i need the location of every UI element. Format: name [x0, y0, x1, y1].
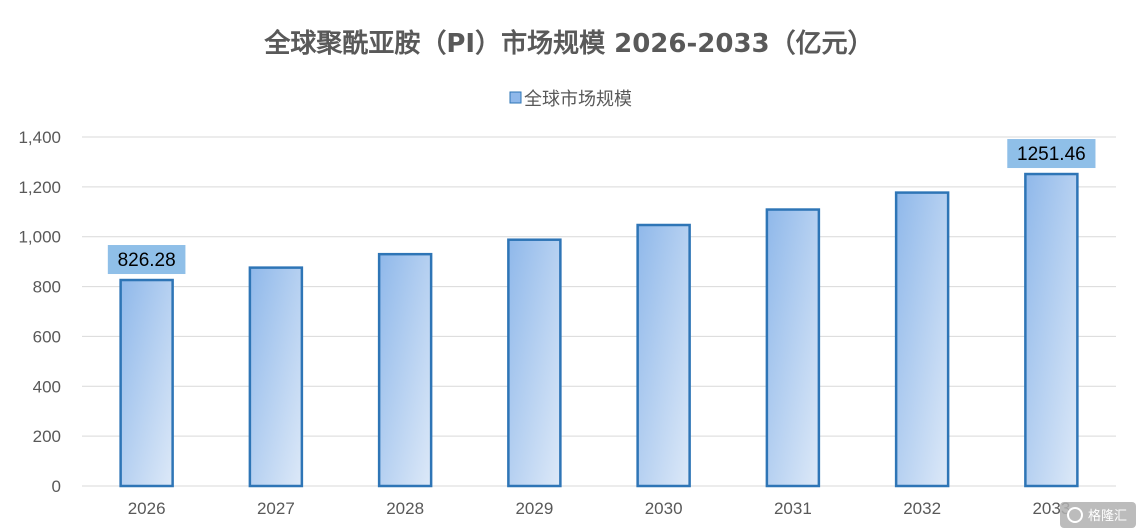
gelonghui-logo-icon	[1067, 507, 1083, 523]
bar	[765, 208, 821, 488]
bar	[636, 223, 691, 488]
bar	[1024, 172, 1079, 488]
bar	[248, 266, 304, 488]
x-tick-label: 2030	[645, 499, 683, 518]
x-tick-label: 2027	[257, 499, 295, 518]
data-label: 826.28	[107, 245, 186, 275]
watermark: 格隆汇	[1060, 502, 1136, 528]
bar	[119, 278, 174, 488]
data-labels: 826.28 1251.46	[107, 139, 1096, 275]
y-tick-label: 1,400	[18, 128, 61, 147]
watermark-text: 格隆汇	[1088, 508, 1127, 524]
x-tick-label: 2026	[128, 499, 166, 518]
bar	[377, 252, 433, 488]
x-tick-label: 2031	[774, 499, 812, 518]
bar	[507, 238, 562, 488]
y-tick-label: 0	[52, 477, 61, 496]
y-axis: 0 200 400 600 800 1,000 1,200 1,400	[18, 128, 61, 496]
x-tick-label: 2032	[903, 499, 941, 518]
y-tick-label: 1,200	[18, 178, 61, 197]
legend: 全球市场规模	[509, 89, 632, 110]
bars	[119, 172, 1079, 488]
svg-text:1251.46: 1251.46	[1017, 144, 1086, 165]
svg-text:826.28: 826.28	[118, 250, 176, 271]
x-tick-label: 2028	[386, 499, 424, 518]
y-tick-label: 1,000	[18, 228, 61, 247]
bar	[894, 191, 950, 488]
y-tick-label: 400	[33, 377, 61, 396]
x-tick-label: 2029	[515, 499, 553, 518]
legend-label: 全球市场规模	[524, 89, 632, 110]
y-tick-label: 200	[33, 427, 61, 446]
x-axis: 2026 2027 2028 2029 2030 2031 2032 2033	[128, 499, 1071, 518]
y-tick-label: 800	[33, 278, 61, 297]
legend-swatch-icon	[509, 91, 522, 104]
chart-title: 全球聚酰亚胺（PI）市场规模 2026-2033（亿元）	[263, 28, 873, 59]
gridlines	[82, 136, 1116, 487]
y-tick-label: 600	[33, 327, 61, 346]
data-label: 1251.46	[1007, 139, 1096, 169]
